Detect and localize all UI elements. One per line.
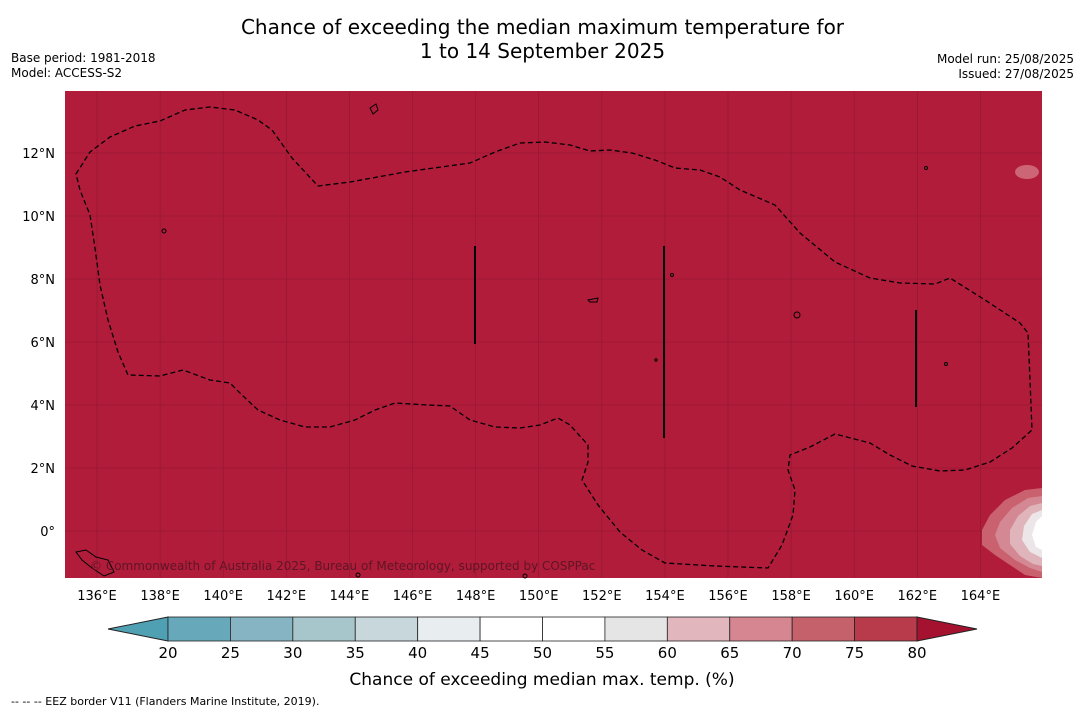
colorbar-bin <box>666 616 731 642</box>
latitude-tick-label: 10°N <box>22 210 55 225</box>
base-period: Base period: 1981-2018 <box>11 51 156 65</box>
latitude-tick-label: 12°N <box>22 147 55 162</box>
longitude-tick-label: 164°E <box>961 589 1001 604</box>
eez-border <box>75 106 1033 569</box>
base-info: Base period: 1981-2018 Model: ACCESS-S2 <box>11 51 156 81</box>
colorbar-bin <box>167 616 231 642</box>
gridlines <box>65 91 1042 578</box>
longitude-tick-label: 152°E <box>582 589 622 604</box>
colorbar-tick-label: 25 <box>221 644 240 662</box>
colorbar-bin <box>479 616 543 642</box>
issued-date: Issued: 27/08/2025 <box>958 67 1074 81</box>
run-info: Model run: 25/08/2025 Issued: 27/08/2025 <box>937 52 1074 82</box>
colorbar-bin <box>354 616 419 642</box>
islands <box>75 103 948 579</box>
colorbar-tick-label: 70 <box>783 644 802 662</box>
model-name: Model: ACCESS-S2 <box>11 66 123 80</box>
latitude-ticks: 12°N 10°N 8°N 6°N 4°N 2°N 0° <box>22 147 55 540</box>
colorbar-bin <box>417 616 481 642</box>
title-line-2: 1 to 14 September 2025 <box>419 39 666 63</box>
longitude-tick-label: 148°E <box>456 589 496 604</box>
longitude-tick-label: 144°E <box>330 589 370 604</box>
latitude-tick-label: 4°N <box>31 399 56 414</box>
colorbar-tick-label: 60 <box>658 644 677 662</box>
map-area <box>65 91 1042 578</box>
longitude-tick-label: 156°E <box>708 589 748 604</box>
colorbar-bins <box>167 616 918 642</box>
latitude-tick-label: 6°N <box>31 336 56 351</box>
model-run: Model run: 25/08/2025 <box>936 52 1074 66</box>
colorbar-bin <box>542 616 606 642</box>
colorbar-tick-label: 40 <box>408 644 427 662</box>
longitude-tick-label: 154°E <box>645 589 685 604</box>
longitude-tick-label: 140°E <box>203 589 243 604</box>
colorbar-labels: 20 25 30 35 40 45 50 55 60 65 70 75 80 <box>158 644 926 662</box>
longitude-tick-label: 158°E <box>771 589 811 604</box>
anomaly-patch-northeast <box>1015 165 1039 179</box>
colorbar-bin <box>230 616 294 642</box>
colorbar-bin <box>791 616 855 642</box>
longitude-tick-label: 146°E <box>393 589 433 604</box>
anomaly-patch-southeast <box>982 488 1042 578</box>
colorbar-tick-label: 50 <box>533 644 552 662</box>
colorbar-tick-label: 65 <box>720 644 739 662</box>
colorbar-tick-label: 55 <box>595 644 614 662</box>
colorbar-tick-label: 75 <box>845 644 864 662</box>
colorbar-title: Chance of exceeding median max. temp. (%… <box>349 670 734 690</box>
latitude-tick-label: 2°N <box>31 462 56 477</box>
colorbar-bin <box>604 616 668 642</box>
forecast-map: © Commonwealth of Australia 2025, Bureau… <box>22 91 1042 604</box>
colorbar-tick-label: 35 <box>346 644 365 662</box>
longitude-tick-label: 142°E <box>267 589 307 604</box>
colorbar-low-extend <box>107 616 169 642</box>
longitude-tick-label: 150°E <box>519 589 559 604</box>
latitude-tick-label: 8°N <box>31 273 56 288</box>
copyright-text: © Commonwealth of Australia 2025, Bureau… <box>90 559 595 573</box>
colorbar-high-extend <box>916 616 978 642</box>
eez-footnote: -- -- -- EEZ border V11 (Flanders Marine… <box>11 695 320 708</box>
longitude-tick-label: 138°E <box>140 589 180 604</box>
longitude-tick-label: 162°E <box>898 589 938 604</box>
longitude-ticks: 136°E 138°E 140°E 142°E 144°E 146°E 148°E 150°E… <box>77 589 1000 604</box>
map-title: Chance of exceeding the median maximum t… <box>0 15 1085 63</box>
colorbar-bin <box>292 616 356 642</box>
colorbar-bin <box>854 616 918 642</box>
colorbar-tick-label: 20 <box>158 644 177 662</box>
title-line-1: Chance of exceeding the median maximum t… <box>240 15 845 39</box>
longitude-tick-label: 136°E <box>77 589 117 604</box>
colorbar-bin <box>729 616 793 642</box>
latitude-tick-label: 0° <box>40 525 55 540</box>
colorbar-tick-label: 30 <box>283 644 302 662</box>
longitude-tick-label: 160°E <box>834 589 874 604</box>
colorbar-tick-label: 45 <box>471 644 490 662</box>
colorbar-tick-label: 80 <box>907 644 926 662</box>
